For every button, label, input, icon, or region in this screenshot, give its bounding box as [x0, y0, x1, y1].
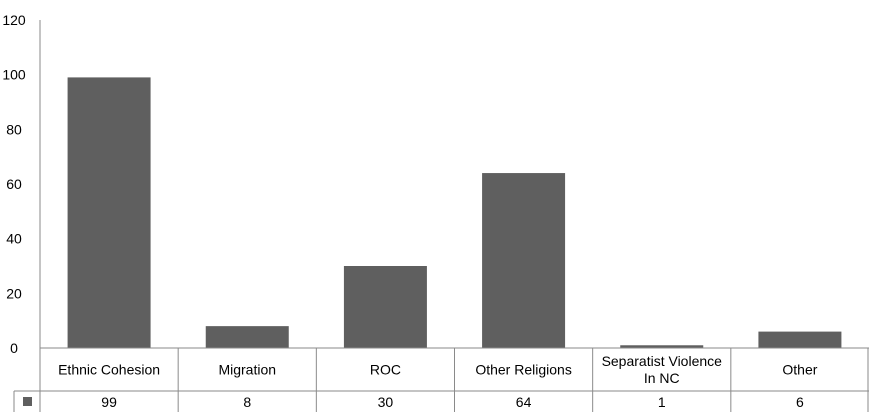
- data-table-value-3: 64: [516, 394, 532, 410]
- data-table-value-2: 30: [378, 394, 394, 410]
- x-category-label-4: Separatist Violence In NC: [602, 353, 723, 386]
- y-tick-label-6: 120: [2, 12, 26, 28]
- y-tick-label-0: 0: [10, 340, 18, 356]
- y-tick-label-5: 100: [2, 67, 26, 83]
- bar-1: [205, 326, 289, 348]
- y-tick-label-1: 20: [6, 285, 22, 301]
- x-category-label-1: Migration: [218, 362, 276, 378]
- x-category-label-0: Ethnic Cohesion: [58, 362, 160, 378]
- x-category-label-5: Other: [782, 362, 817, 378]
- x-category-label-3: Other Religions: [475, 362, 572, 378]
- bar-4: [620, 345, 704, 348]
- data-table-value-5: 6: [796, 394, 804, 410]
- data-table-value-4: 1: [658, 394, 666, 410]
- legend-key-series: [23, 397, 32, 406]
- bar-3: [482, 173, 566, 348]
- data-table-value-0: 99: [101, 394, 117, 410]
- y-tick-label-3: 60: [6, 176, 22, 192]
- bar-5: [758, 331, 842, 348]
- x-category-label-2: ROC: [370, 362, 401, 378]
- bar-0: [67, 77, 151, 349]
- bar-2: [343, 266, 427, 348]
- data-table-value-1: 8: [243, 394, 251, 410]
- y-tick-label-2: 40: [6, 231, 22, 247]
- y-tick-label-4: 80: [6, 121, 22, 137]
